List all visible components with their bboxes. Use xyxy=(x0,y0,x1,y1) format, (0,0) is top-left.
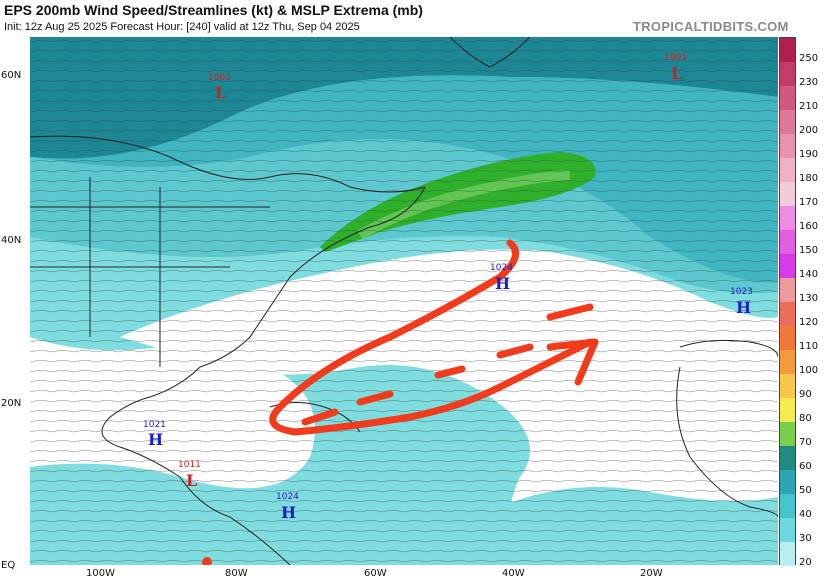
high-1023-letter: H xyxy=(736,298,752,317)
colorbar-label: 230 xyxy=(799,77,819,88)
high-1024-south-letter: H xyxy=(281,503,297,522)
lat-label-20n: 20N xyxy=(1,398,22,409)
high-1024-atlantic-value: 1024 xyxy=(490,263,513,273)
colorbar-label: 150 xyxy=(799,245,819,256)
colorbar-label: 250 xyxy=(799,53,819,64)
map-title: EPS 200mb Wind Speed/Streamlines (kt) & … xyxy=(4,2,423,18)
colorbar-swatch xyxy=(780,86,795,110)
lon-label-40w: 40W xyxy=(502,568,525,579)
red-marker-dot xyxy=(202,557,212,565)
high-1021-value: 1021 xyxy=(143,420,166,430)
colorbar-label: 50 xyxy=(799,485,812,496)
colorbar-swatch xyxy=(780,302,795,326)
weather-map: 1002 L 1001 L 1024 H 1023 H 1021 H 1011 … xyxy=(30,37,778,565)
high-1024-atlantic-letter: H xyxy=(495,274,511,293)
colorbar-swatch xyxy=(780,206,795,230)
low-1001-letter: L xyxy=(671,64,683,83)
lon-label-100w: 100W xyxy=(86,568,115,579)
low-1011-letter: L xyxy=(186,471,198,490)
colorbar-label: 90 xyxy=(799,389,812,400)
colorbar-label: 210 xyxy=(799,101,819,112)
colorbar-swatch xyxy=(780,110,795,134)
colorbar-label: 60 xyxy=(799,461,812,472)
lon-label-80w: 80W xyxy=(225,568,248,579)
colorbar-label: 110 xyxy=(799,341,819,352)
colorbar-label: 120 xyxy=(799,317,819,328)
colorbar-label: 180 xyxy=(799,173,819,184)
colorbar-swatch xyxy=(780,38,795,62)
high-1023-value: 1023 xyxy=(730,287,753,297)
high-1021-letter: H xyxy=(148,430,164,449)
colorbar-label: 40 xyxy=(799,509,812,520)
colorbar-swatch xyxy=(780,374,795,398)
low-1002-value: 1002 xyxy=(208,73,231,83)
colorbar-swatch xyxy=(780,446,795,470)
brand-label: TROPICALTIDBITS.COM xyxy=(633,19,789,34)
colorbar-swatch xyxy=(780,230,795,254)
colorbar-swatch xyxy=(780,158,795,182)
colorbar-swatch xyxy=(780,254,795,278)
colorbar-label: 170 xyxy=(799,197,819,208)
colorbar-swatch xyxy=(780,542,795,566)
colorbar xyxy=(779,37,796,566)
colorbar-swatch xyxy=(780,278,795,302)
annotation-arrow xyxy=(269,239,599,436)
lat-label-60n: 60N xyxy=(1,70,22,81)
colorbar-swatch xyxy=(780,350,795,374)
high-1024-south-value: 1024 xyxy=(276,492,299,502)
map-canvas xyxy=(30,37,778,565)
colorbar-label: 70 xyxy=(799,437,812,448)
low-1001-value: 1001 xyxy=(664,53,687,63)
colorbar-label: 80 xyxy=(799,413,812,424)
coastlines xyxy=(30,37,778,565)
lat-label-eq: EQ xyxy=(1,560,16,571)
colorbar-label: 190 xyxy=(799,149,819,160)
streamlines xyxy=(30,37,778,565)
lat-label-40n: 40N xyxy=(1,235,22,246)
colorbar-label: 140 xyxy=(799,269,819,280)
colorbar-swatch xyxy=(780,134,795,158)
low-1002-letter: L xyxy=(215,83,227,102)
colorbar-swatch xyxy=(780,422,795,446)
colorbar-label: 30 xyxy=(799,533,812,544)
colorbar-label: 200 xyxy=(799,125,819,136)
colorbar-label: 130 xyxy=(799,293,819,304)
colorbar-swatch xyxy=(780,326,795,350)
colorbar-swatch xyxy=(780,62,795,86)
colorbar-swatch xyxy=(780,182,795,206)
low-1011-value: 1011 xyxy=(178,460,201,470)
header: EPS 200mb Wind Speed/Streamlines (kt) & … xyxy=(0,0,823,36)
lon-label-20w: 20W xyxy=(640,568,663,579)
colorbar-swatch xyxy=(780,470,795,494)
colorbar-swatch xyxy=(780,494,795,518)
map-subtitle: Init: 12z Aug 25 2025 Forecast Hour: [24… xyxy=(4,21,360,33)
lon-label-60w: 60W xyxy=(364,568,387,579)
colorbar-label: 100 xyxy=(799,365,819,376)
colorbar-swatch xyxy=(780,518,795,542)
colorbar-label: 20 xyxy=(799,557,812,568)
colorbar-label: 160 xyxy=(799,221,819,232)
colorbar-swatch xyxy=(780,398,795,422)
